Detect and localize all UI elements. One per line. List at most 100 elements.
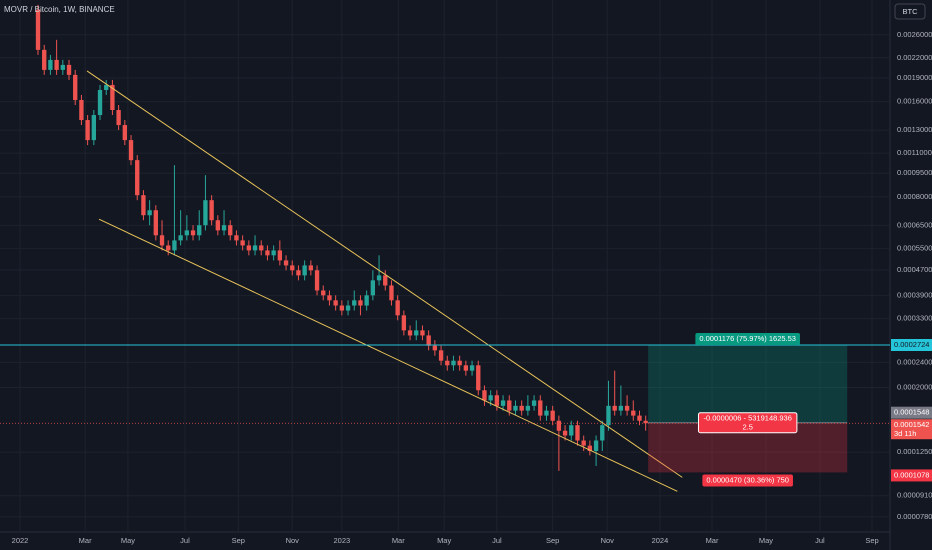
candle-body xyxy=(240,240,245,246)
center-label: 2.5 xyxy=(742,423,752,432)
candle-body xyxy=(190,230,196,236)
candle-body xyxy=(290,265,295,271)
x-tick-label: 2023 xyxy=(334,536,351,545)
candle-body xyxy=(618,405,624,411)
candle-body xyxy=(277,250,283,261)
x-tick-label: Mar xyxy=(392,536,405,545)
candle-body xyxy=(370,280,376,296)
y-tick-label: 0.0001250 xyxy=(897,447,932,456)
center-label-box xyxy=(697,412,798,434)
candle-body xyxy=(414,330,419,336)
candle-body xyxy=(110,84,115,111)
candle-body xyxy=(637,415,642,421)
candle-body xyxy=(252,245,258,251)
candle-body xyxy=(401,315,407,331)
candle-body xyxy=(259,245,264,251)
candle-body xyxy=(172,240,177,251)
candle-body xyxy=(283,260,289,266)
candle-body xyxy=(35,9,41,50)
candle-body xyxy=(407,330,413,336)
hline-price-label-box xyxy=(891,338,932,351)
candle-body xyxy=(265,250,270,256)
overlays xyxy=(0,70,890,492)
candle-body xyxy=(333,300,338,306)
candle-body xyxy=(469,365,475,371)
last-price-label: 0.0001542 xyxy=(894,420,929,429)
candle-body xyxy=(569,425,574,436)
candle-body xyxy=(463,365,469,371)
x-tick-label: 2024 xyxy=(652,536,669,545)
candle-body xyxy=(600,425,605,441)
candle-body xyxy=(153,210,158,236)
y-tick-label: 0.0000910 xyxy=(897,491,932,500)
x-tick-label: May xyxy=(759,536,773,545)
candle-body xyxy=(339,305,345,311)
x-tick-label: May xyxy=(121,536,135,545)
candle-body xyxy=(631,410,636,416)
candle-body xyxy=(482,390,487,401)
currency-button[interactable] xyxy=(894,3,926,20)
candle-body xyxy=(544,410,549,416)
y-tick-label: 0.0002400 xyxy=(897,357,932,366)
stop-price-label-box xyxy=(891,469,932,482)
x-tick-label: Sep xyxy=(546,536,559,545)
trendline xyxy=(86,70,683,478)
candle-body xyxy=(556,420,562,431)
y-tick-label: 0.0000780 xyxy=(897,512,932,521)
candle-body xyxy=(327,295,332,301)
x-tick-label: Nov xyxy=(601,536,615,545)
x-tick-label: Jul xyxy=(815,536,825,545)
candle-body xyxy=(457,360,462,366)
y-tick-label: 0.0013000 xyxy=(897,125,932,134)
candle-body xyxy=(438,350,444,361)
marks xyxy=(35,4,648,471)
candle-body xyxy=(376,275,382,281)
stop-label-box xyxy=(702,474,793,487)
candle-body xyxy=(116,110,121,126)
candle-body xyxy=(345,305,351,311)
candle-body xyxy=(221,225,227,231)
x-tick-label: Nov xyxy=(286,536,300,545)
candle-body xyxy=(314,270,320,291)
candle-body xyxy=(581,440,586,446)
currency-button-label[interactable]: BTC xyxy=(903,7,919,16)
x-tick-label: Sep xyxy=(232,536,245,545)
candle-body xyxy=(197,225,202,236)
stop-price-label: 0.0001078 xyxy=(894,470,929,479)
x-tick-label: Jul xyxy=(180,536,190,545)
candle-body xyxy=(500,400,506,406)
candle-body xyxy=(302,265,307,276)
last-price-box xyxy=(891,419,932,440)
chart-title: MOVR / Bitcoin, 1W, BINANCE xyxy=(4,5,115,14)
y-tick-label: 0.0003900 xyxy=(897,291,932,300)
hline-price-label: 0.0002724 xyxy=(894,340,929,349)
candle-body xyxy=(141,195,146,216)
candle-body xyxy=(358,300,363,306)
candle-body xyxy=(203,200,208,226)
candle-body xyxy=(321,290,326,296)
candle-body xyxy=(178,235,183,241)
candle-body xyxy=(159,235,165,246)
candle-body xyxy=(42,49,47,70)
candle-body xyxy=(73,74,78,100)
y-tick-label: 0.0006500 xyxy=(897,220,932,229)
candle-body xyxy=(271,250,276,256)
candle-body xyxy=(128,140,134,161)
candle-body xyxy=(135,160,140,196)
x-tick-label: Sep xyxy=(865,536,878,545)
profit-zone xyxy=(648,344,848,423)
y-tick-label: 0.0026000 xyxy=(897,30,932,39)
y-tick-label: 0.0005500 xyxy=(897,243,932,252)
x-tick-label: 2022 xyxy=(12,536,29,545)
candle-body xyxy=(606,405,611,426)
y-tick-label: 0.0003300 xyxy=(897,314,932,323)
candle-body xyxy=(562,430,568,436)
candle-body xyxy=(426,335,431,346)
candle-body xyxy=(432,345,438,351)
y-tick-label: 0.0004700 xyxy=(897,265,932,274)
candle-body xyxy=(104,84,109,90)
candle-body xyxy=(575,425,580,441)
candle-body xyxy=(308,265,314,271)
candle-body xyxy=(97,89,103,116)
